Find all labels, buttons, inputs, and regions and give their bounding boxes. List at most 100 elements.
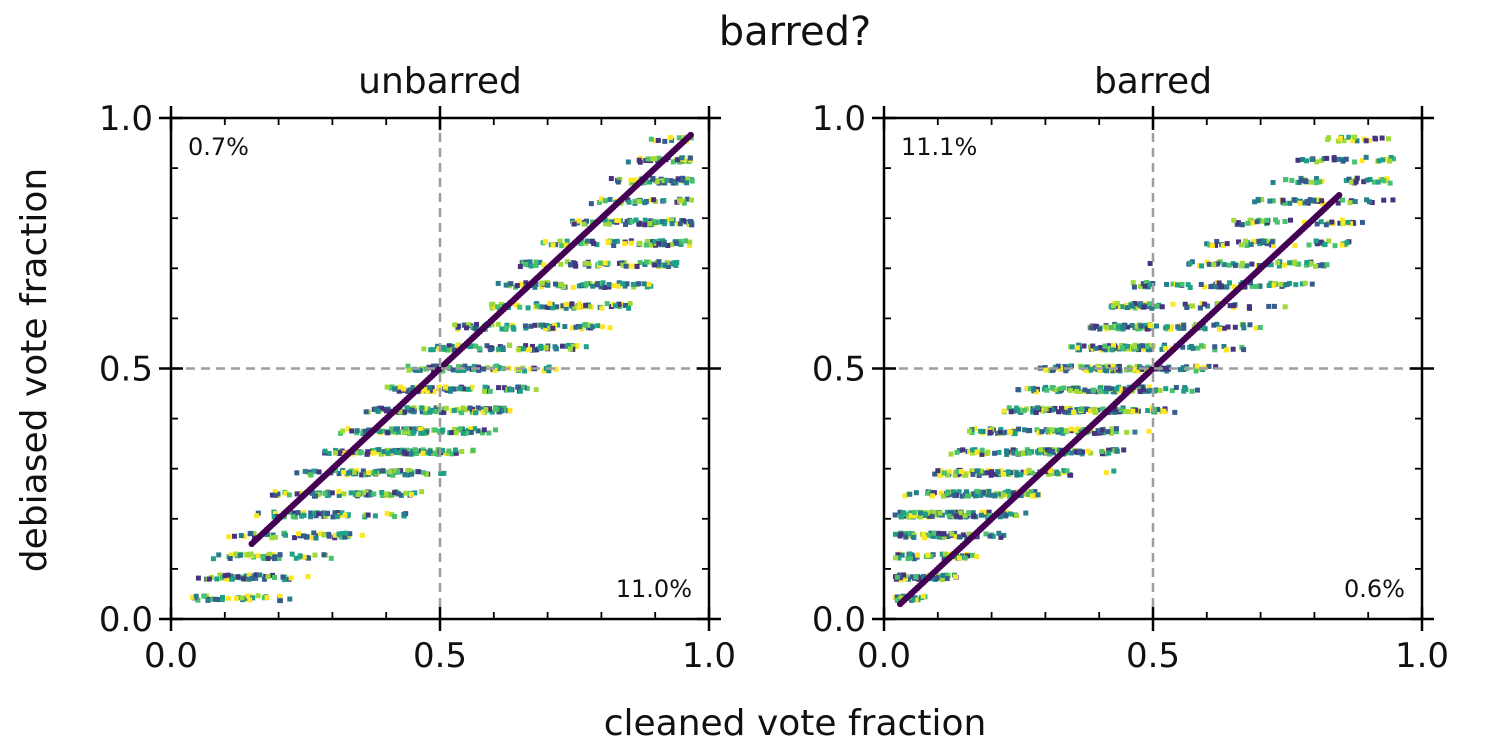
scatter-point — [517, 264, 523, 270]
scatter-point — [651, 218, 657, 224]
scatter-point — [479, 406, 485, 412]
scatter-point — [1364, 177, 1370, 183]
scatter-point — [974, 449, 980, 455]
scatter-point — [606, 282, 612, 288]
scatter-point — [1179, 281, 1185, 287]
scatter-point — [656, 155, 662, 161]
scatter-point — [1043, 449, 1049, 455]
scatter-point — [962, 512, 968, 518]
scatter-point — [607, 196, 613, 202]
scatter-point — [495, 280, 501, 286]
scatter-point — [397, 409, 403, 415]
scatter-point — [969, 468, 975, 474]
scatter-point — [962, 555, 968, 561]
scatter-point — [616, 280, 622, 286]
scatter-point — [1112, 406, 1118, 412]
scatter-point — [475, 364, 481, 370]
scatter-point — [527, 259, 533, 265]
scatter-point — [1314, 159, 1320, 165]
scatter-point — [611, 283, 617, 289]
scatter-point — [222, 573, 228, 579]
scatter-point — [646, 281, 652, 287]
scatter-point — [570, 325, 576, 331]
scatter-point — [1352, 134, 1358, 140]
scatter-point — [344, 470, 350, 476]
scatter-point — [1084, 364, 1090, 370]
scatter-point — [537, 259, 543, 265]
scatter-point — [1053, 427, 1059, 433]
scatter-point — [245, 551, 251, 557]
scatter-point — [1306, 242, 1312, 248]
scatter-point — [1340, 221, 1346, 227]
scatter-point — [636, 281, 642, 287]
scatter-point — [1151, 388, 1157, 394]
scatter-point — [892, 531, 898, 537]
scatter-point — [539, 304, 545, 310]
scatter-point — [1001, 532, 1007, 538]
scatter-point — [449, 451, 455, 457]
scatter-point — [1367, 176, 1373, 182]
scatter-point — [1181, 325, 1187, 331]
scatter-point — [484, 343, 490, 349]
scatter-point — [892, 512, 898, 518]
scatter-point — [1131, 366, 1137, 372]
scatter-point — [550, 305, 556, 311]
scatter-point — [311, 530, 317, 536]
scatter-point — [500, 347, 506, 353]
scatter-point — [446, 448, 452, 454]
scatter-point — [1217, 326, 1223, 332]
scatter-point — [467, 426, 473, 432]
scatter-point — [265, 574, 271, 580]
scatter-point — [1295, 157, 1301, 163]
scatter-point — [392, 513, 398, 519]
scatter-point — [1287, 200, 1293, 206]
scatter-point — [623, 302, 629, 308]
scatter-point — [952, 492, 958, 498]
scatter-point — [997, 514, 1003, 520]
scatter-point — [616, 283, 622, 289]
scatter-point — [419, 489, 425, 495]
scatter-point — [1081, 343, 1087, 349]
scatter-point — [1079, 407, 1085, 413]
scatter-point — [421, 430, 427, 436]
scatter-point — [1199, 263, 1205, 269]
scatter-point — [629, 219, 635, 225]
scatter-point — [594, 281, 600, 287]
scatter-point — [439, 427, 445, 433]
scatter-point — [1251, 238, 1257, 244]
scatter-point — [978, 468, 984, 474]
scatter-point — [1027, 427, 1033, 433]
scatter-point — [669, 221, 675, 227]
scatter-point — [1102, 343, 1108, 349]
scatter-point — [559, 343, 565, 349]
scatter-point — [1221, 325, 1227, 331]
scatter-point — [233, 595, 239, 601]
scatter-point — [656, 241, 662, 247]
scatter-point — [907, 555, 913, 561]
scatter-point — [1093, 345, 1099, 351]
scatter-point — [534, 347, 540, 353]
scatter-point — [393, 430, 399, 436]
scatter-point — [525, 305, 531, 311]
scatter-point — [1146, 428, 1152, 434]
scatter-point — [1241, 325, 1247, 331]
scatter-point — [1114, 386, 1120, 392]
scatter-point — [1140, 387, 1146, 393]
scatter-point — [451, 426, 457, 432]
scatter-point — [679, 155, 685, 161]
scatter-point — [1047, 448, 1053, 454]
scatter-point — [555, 322, 561, 328]
scatter-point — [366, 427, 372, 433]
scatter-point — [359, 472, 365, 478]
scatter-point — [949, 531, 955, 537]
scatter-point — [921, 535, 927, 541]
scatter-point — [584, 281, 590, 287]
scatter-point — [1350, 137, 1356, 143]
scatter-point — [379, 405, 385, 411]
scatter-point — [1140, 343, 1146, 349]
scatter-point — [1018, 472, 1024, 478]
scatter-point — [557, 238, 563, 244]
scatter-point — [1325, 137, 1331, 143]
scatter-point — [306, 469, 312, 475]
scatter-point — [1024, 447, 1030, 453]
